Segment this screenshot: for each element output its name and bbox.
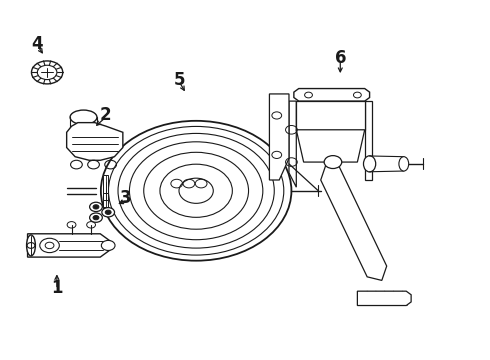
Circle shape — [93, 205, 99, 209]
Circle shape — [90, 213, 102, 222]
Ellipse shape — [70, 110, 97, 125]
Circle shape — [31, 61, 63, 84]
Polygon shape — [296, 101, 365, 130]
Circle shape — [93, 216, 99, 220]
Polygon shape — [270, 94, 289, 180]
Bar — [103, 175, 108, 193]
Text: 5: 5 — [173, 71, 185, 89]
Ellipse shape — [399, 157, 409, 171]
Bar — [103, 189, 108, 207]
Polygon shape — [67, 123, 123, 160]
Polygon shape — [365, 101, 372, 180]
Text: 4: 4 — [31, 35, 43, 53]
Circle shape — [90, 202, 102, 212]
Polygon shape — [294, 89, 369, 101]
Text: 6: 6 — [335, 49, 346, 67]
Polygon shape — [321, 164, 387, 280]
Ellipse shape — [364, 156, 376, 172]
Polygon shape — [27, 234, 113, 257]
Circle shape — [105, 210, 111, 215]
Text: 2: 2 — [100, 107, 112, 125]
Text: 3: 3 — [120, 189, 131, 207]
Polygon shape — [357, 291, 411, 306]
Circle shape — [102, 208, 115, 217]
Polygon shape — [289, 101, 296, 187]
Bar — [103, 182, 108, 200]
Circle shape — [101, 240, 115, 251]
Polygon shape — [296, 130, 365, 162]
Text: 1: 1 — [51, 279, 63, 297]
Circle shape — [324, 156, 342, 168]
Ellipse shape — [26, 235, 35, 256]
